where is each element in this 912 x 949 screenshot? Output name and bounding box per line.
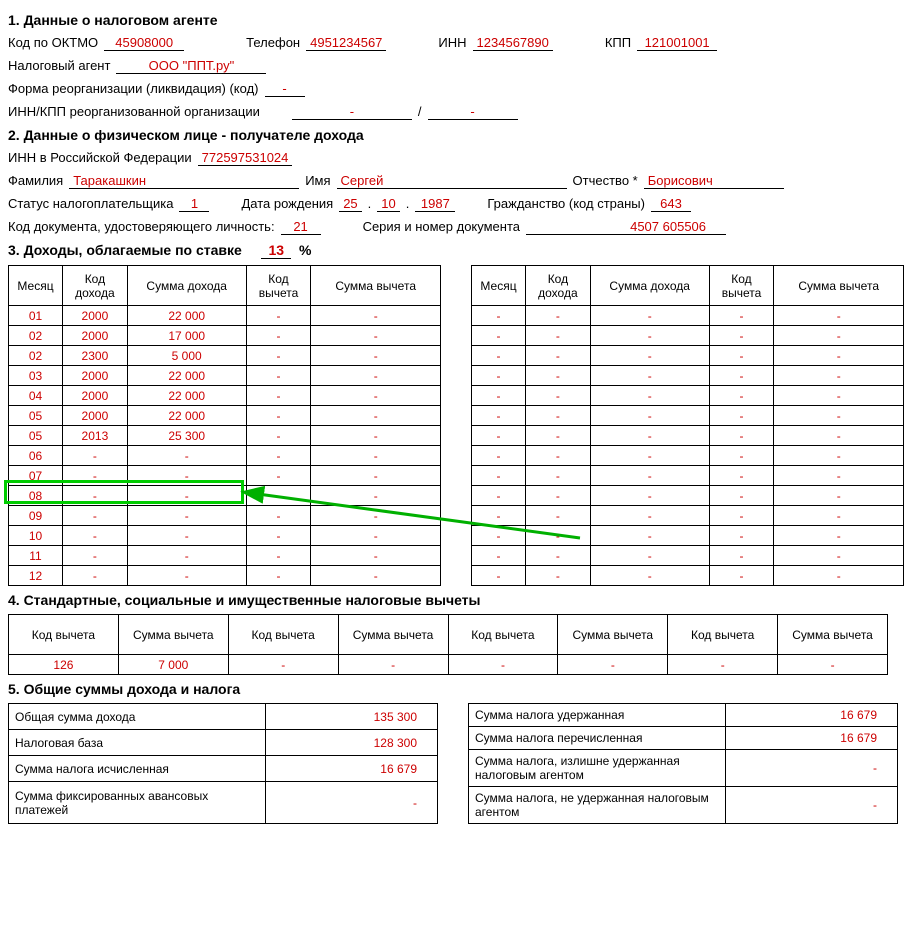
s5-table-left: Общая сумма дохода135 300Налоговая база1… xyxy=(8,703,438,824)
s3-tables: МесяцКод доходаСумма доходаКод вычетаСум… xyxy=(8,265,904,586)
innrf-label: ИНН в Российской Федерации xyxy=(8,150,192,165)
name-label: Имя xyxy=(305,173,330,188)
oktmo-value: 45908000 xyxy=(104,35,184,51)
oktmo-label: Код по ОКТМО xyxy=(8,35,98,50)
reorg2a-value: - xyxy=(292,104,412,120)
tel-value: 4951234567 xyxy=(306,35,386,51)
name-value: Сергей xyxy=(337,173,567,189)
reorg-label: Форма реорганизации (ликвидация) (код) xyxy=(8,81,259,96)
fam-label: Фамилия xyxy=(8,173,63,188)
s1-row-reorg2: ИНН/КПП реорганизованной организации - /… xyxy=(8,104,904,120)
s2-row-innrf: ИНН в Российской Федерации 772597531024 xyxy=(8,150,904,166)
s5-table-right: Сумма налога удержанная16 679Сумма налог… xyxy=(468,703,898,824)
s3-title: 3. Доходы, облагаемые по ставке 13 % xyxy=(8,242,904,259)
cit-value: 643 xyxy=(651,196,691,212)
ser-value: 4507 605506 xyxy=(526,219,726,235)
s3-rate: 13 xyxy=(261,242,291,259)
agent-label: Налоговый агент xyxy=(8,58,110,73)
agent-value: ООО "ППТ.ру" xyxy=(116,58,266,74)
s1-title: 1. Данные о налоговом агенте xyxy=(8,12,904,28)
dob-d: 25 xyxy=(339,196,361,212)
s4-table: Код вычетаСумма вычетаКод вычетаСумма вы… xyxy=(8,614,888,675)
ser-label: Серия и номер документа xyxy=(363,219,520,234)
cit-label: Гражданство (код страны) xyxy=(487,196,645,211)
reorg-value: - xyxy=(265,81,305,97)
innrf-value: 772597531024 xyxy=(198,150,293,166)
dob-y: 1987 xyxy=(415,196,455,212)
s5-title: 5. Общие суммы дохода и налога xyxy=(8,681,904,697)
tel-label: Телефон xyxy=(246,35,300,50)
status-label: Статус налогоплательщика xyxy=(8,196,173,211)
fam-value: Таракашкин xyxy=(69,173,299,189)
s1-row-oktmo: Код по ОКТМО 45908000 Телефон 4951234567… xyxy=(8,35,904,51)
kpp-label: КПП xyxy=(605,35,631,50)
s4-title: 4. Стандартные, социальные и имущественн… xyxy=(8,592,904,608)
s1-row-agent: Налоговый агент ООО "ППТ.ру" xyxy=(8,58,904,74)
kpp-value: 121001001 xyxy=(637,35,717,51)
s2-row-status: Статус налогоплательщика 1 Дата рождения… xyxy=(8,196,904,212)
dob-label: Дата рождения xyxy=(241,196,333,211)
s2-title: 2. Данные о физическом лице - получателе… xyxy=(8,127,904,143)
reorg2b-value: - xyxy=(428,104,518,120)
inn-value: 1234567890 xyxy=(473,35,553,51)
s2-row-name: Фамилия Таракашкин Имя Сергей Отчество *… xyxy=(8,173,904,189)
doc-label: Код документа, удостоверяющего личность: xyxy=(8,219,275,234)
reorg2-label: ИНН/КПП реорганизованной организации xyxy=(8,104,260,119)
doc-value: 21 xyxy=(281,219,321,235)
dob-m: 10 xyxy=(377,196,399,212)
inn-label: ИНН xyxy=(438,35,466,50)
s1-row-reorg: Форма реорганизации (ликвидация) (код) - xyxy=(8,81,904,97)
ot-value: Борисович xyxy=(644,173,784,189)
s3-table-left: МесяцКод доходаСумма доходаКод вычетаСум… xyxy=(8,265,441,586)
s2-row-doc: Код документа, удостоверяющего личность:… xyxy=(8,219,904,235)
s5-tables: Общая сумма дохода135 300Налоговая база1… xyxy=(8,703,904,824)
status-value: 1 xyxy=(179,196,209,212)
ot-label: Отчество * xyxy=(573,173,638,188)
s3-table-right: МесяцКод доходаСумма доходаКод вычетаСум… xyxy=(471,265,904,586)
